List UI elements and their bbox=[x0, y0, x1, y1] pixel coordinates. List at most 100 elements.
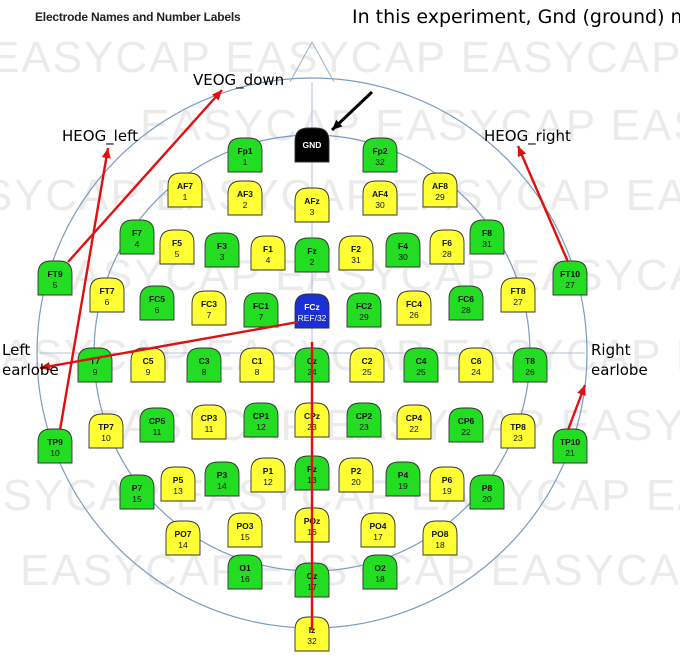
electrode-shape bbox=[243, 292, 279, 328]
electrode-number: 19 bbox=[442, 486, 452, 496]
electrode-number: 12 bbox=[263, 477, 273, 487]
electrode-number: 25 bbox=[362, 367, 372, 377]
electrode-shape bbox=[403, 347, 439, 383]
electrode-shape bbox=[139, 285, 175, 321]
electrode-name: O1 bbox=[239, 563, 251, 573]
electrode-name: PO4 bbox=[369, 521, 386, 531]
electrode-name: FC5 bbox=[149, 294, 165, 304]
electrode-name: PO7 bbox=[174, 529, 191, 539]
electrode-name: C4 bbox=[416, 356, 427, 366]
electrode-c3: C38 bbox=[186, 347, 222, 383]
electrode-name: FC1 bbox=[253, 301, 269, 311]
electrode-name: AF7 bbox=[177, 181, 193, 191]
electrode-name: F7 bbox=[132, 228, 142, 238]
electrode-name: FT10 bbox=[560, 269, 580, 279]
electrode-shape bbox=[338, 235, 374, 271]
electrode-number: 28 bbox=[442, 249, 452, 259]
electrode-shape bbox=[500, 277, 536, 313]
electrode-name: CP1 bbox=[253, 411, 270, 421]
diagram-title: Electrode Names and Number Labels bbox=[35, 10, 241, 24]
electrode-shape bbox=[160, 466, 196, 502]
electrode-number: 5 bbox=[53, 280, 58, 290]
electrode-name: T7 bbox=[90, 356, 100, 366]
electrode-name: Fz bbox=[307, 246, 316, 256]
electrode-shape bbox=[552, 260, 588, 296]
electrode-shape bbox=[385, 461, 421, 497]
electrode-number: 1 bbox=[183, 192, 188, 202]
electrode-name: FT7 bbox=[99, 286, 114, 296]
electrode-number: 26 bbox=[409, 310, 419, 320]
heog-right-label: HEOG_right bbox=[484, 127, 571, 145]
electrode-number: 8 bbox=[202, 367, 207, 377]
electrode-name: FC2 bbox=[356, 301, 372, 311]
electrode-number: 9 bbox=[93, 367, 98, 377]
electrode-shape bbox=[250, 235, 286, 271]
electrode-number: 28 bbox=[461, 305, 471, 315]
electrode-shape bbox=[362, 137, 398, 173]
watermark-text: EASYCAP EASYCAP EASYCAP EASYCAP bbox=[20, 546, 680, 595]
electrode-name: AF3 bbox=[237, 189, 253, 199]
electrode-name: P3 bbox=[217, 470, 228, 480]
electrode-number: 3 bbox=[310, 207, 315, 217]
right-earlobe-arrow bbox=[566, 384, 587, 431]
electrode-number: 18 bbox=[435, 540, 445, 550]
electrode-shape bbox=[429, 466, 465, 502]
electrode-number: 21 bbox=[565, 448, 575, 458]
electrode-name: PO8 bbox=[431, 529, 448, 539]
electrode-name: CP2 bbox=[356, 411, 373, 421]
watermark-text: EASYCAP EASYCAP EASYCAP EASYCAP bbox=[90, 401, 680, 450]
electrode-shape bbox=[500, 413, 536, 449]
electrode-number: 10 bbox=[50, 448, 60, 458]
electrode-number: 6 bbox=[105, 297, 110, 307]
electrode-number: 5 bbox=[175, 249, 180, 259]
electrode-shape bbox=[239, 347, 275, 383]
electrode-number: 14 bbox=[217, 481, 227, 491]
electrode-f5: F55 bbox=[159, 229, 195, 265]
electrode-t7: T79 bbox=[77, 347, 113, 383]
electrode-number: 20 bbox=[482, 494, 492, 504]
electrode-shape bbox=[250, 457, 286, 493]
electrode-name: FCz bbox=[304, 302, 320, 312]
electrode-shape bbox=[469, 219, 505, 255]
electrode-shape bbox=[385, 232, 421, 268]
electrode-name: FC4 bbox=[406, 299, 422, 309]
electrode-shape bbox=[119, 474, 155, 510]
left-earlobe-label: Left earlobe bbox=[2, 341, 59, 379]
electrode-name: P8 bbox=[482, 483, 493, 493]
electrode-name: F8 bbox=[482, 228, 492, 238]
electrode-number: 20 bbox=[351, 477, 361, 487]
electrode-name: Fp1 bbox=[237, 146, 252, 156]
electrode-number: 24 bbox=[471, 367, 481, 377]
watermark-text: EASYCAP EASYCAP EASYCAP EASYCAP bbox=[0, 33, 680, 82]
electrode-shape bbox=[191, 290, 227, 326]
ground-arrow bbox=[330, 90, 374, 132]
electrode-number: 2 bbox=[243, 200, 248, 210]
electrode-number: 32 bbox=[307, 636, 317, 646]
electrode-number: 31 bbox=[351, 255, 361, 265]
electrode-shape bbox=[227, 512, 263, 548]
electrode-name: AF4 bbox=[372, 189, 388, 199]
electrode-c5: C59 bbox=[130, 347, 166, 383]
electrode-name: P5 bbox=[173, 475, 184, 485]
electrode-name: CP6 bbox=[458, 416, 475, 426]
